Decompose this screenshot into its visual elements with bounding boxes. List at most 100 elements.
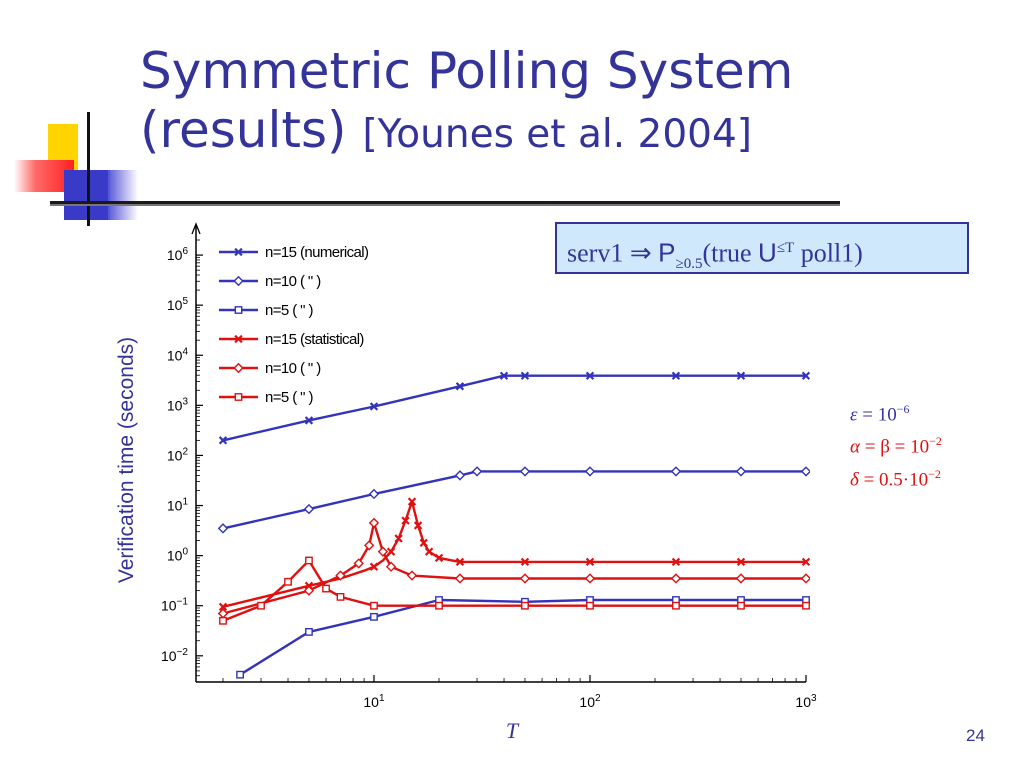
legend-label: n=10 ( " ) bbox=[265, 360, 321, 377]
formula-box: serv1 ⇒ P≥0.5(true U≤T poll1) bbox=[555, 222, 969, 274]
series-numerical-2 bbox=[236, 596, 810, 679]
data-point bbox=[455, 382, 465, 391]
y-tick-label: 101 bbox=[167, 497, 189, 514]
legend-item: n=5 ( " ) bbox=[219, 302, 314, 319]
data-point bbox=[218, 436, 228, 445]
deco-horizontal-rule-shadow bbox=[50, 204, 840, 206]
data-point bbox=[801, 557, 810, 567]
title-line-2: (results) [Younes et al. 2004] bbox=[140, 101, 793, 160]
legend-item: n=5 ( " ) bbox=[219, 389, 314, 406]
series-line bbox=[222, 500, 806, 608]
legend-label: n=10 ( " ) bbox=[265, 273, 321, 290]
data-point bbox=[336, 592, 345, 601]
deco-horizontal-rule bbox=[50, 201, 840, 204]
data-point bbox=[801, 371, 810, 380]
data-point bbox=[454, 470, 466, 481]
data-point bbox=[435, 601, 443, 610]
data-point bbox=[368, 517, 380, 529]
data-point bbox=[233, 275, 244, 287]
data-point bbox=[363, 540, 375, 551]
page-number: 24 bbox=[966, 726, 985, 745]
x-tick-label: 101 bbox=[363, 693, 385, 710]
data-point bbox=[737, 601, 745, 610]
data-point bbox=[735, 466, 747, 477]
data-point bbox=[519, 466, 531, 477]
y-tick-label: 100 bbox=[167, 547, 189, 564]
legend-item: n=15 (statistical) bbox=[219, 331, 365, 348]
legend-item: n=10 ( " ) bbox=[219, 273, 322, 290]
data-point bbox=[585, 371, 595, 380]
data-point bbox=[454, 573, 466, 584]
data-point bbox=[406, 570, 418, 581]
parameters: ε = 10−6 α = β = 10−2 δ = 0.5·10−2 bbox=[850, 396, 942, 493]
data-point bbox=[672, 601, 680, 610]
formula-open: (true bbox=[702, 238, 759, 268]
data-point bbox=[419, 538, 428, 548]
data-point bbox=[736, 557, 746, 567]
data-point bbox=[322, 584, 330, 593]
series-line bbox=[239, 598, 806, 676]
data-point bbox=[305, 556, 313, 565]
data-point bbox=[519, 573, 531, 584]
series-statistical-5 bbox=[219, 556, 810, 625]
data-point bbox=[234, 393, 243, 401]
data-point bbox=[386, 547, 396, 556]
data-point bbox=[424, 547, 434, 556]
data-point bbox=[520, 371, 530, 380]
slide-title: Symmetric Polling System (results) [Youn… bbox=[140, 42, 793, 160]
title-results: (results) bbox=[140, 101, 347, 159]
legend: n=15 (numerical) n=10 ( " ) n=5 ( " ) n=15 … bbox=[219, 244, 370, 406]
data-point bbox=[234, 306, 243, 314]
formula-until-bound: ≤T bbox=[776, 240, 795, 256]
data-point bbox=[671, 371, 681, 380]
data-point bbox=[735, 573, 747, 584]
data-point bbox=[584, 573, 596, 584]
series-line bbox=[222, 374, 806, 442]
y-tick-label: 10−2 bbox=[161, 647, 188, 664]
series-numerical-0 bbox=[218, 371, 810, 445]
formula-prob: P bbox=[658, 237, 676, 268]
data-point bbox=[394, 534, 403, 543]
data-point bbox=[377, 546, 389, 557]
data-point bbox=[499, 371, 509, 380]
data-point bbox=[521, 601, 529, 610]
y-axis-label: Verification time (seconds) bbox=[115, 337, 138, 583]
y-tick-label: 104 bbox=[167, 346, 189, 363]
data-point bbox=[236, 670, 244, 679]
legend-item: n=10 ( " ) bbox=[219, 360, 322, 377]
legend-label: n=5 ( " ) bbox=[265, 389, 313, 406]
deco-vertical-rule bbox=[87, 112, 90, 226]
legend-item: n=15 (numerical) bbox=[219, 244, 370, 261]
data-point bbox=[303, 585, 315, 596]
data-point bbox=[385, 561, 397, 572]
title-citation: [Younes et al. 2004] bbox=[362, 112, 752, 157]
data-point bbox=[670, 573, 682, 584]
x-axis-label: T bbox=[506, 718, 520, 743]
data-point bbox=[434, 553, 444, 563]
data-point bbox=[586, 601, 594, 610]
data-point bbox=[670, 466, 682, 477]
data-point bbox=[234, 334, 243, 344]
y-axis-arrow bbox=[191, 222, 201, 235]
x-tick-label: 103 bbox=[795, 693, 817, 710]
param-alpha-beta: α = β = 10−2 bbox=[850, 434, 942, 458]
data-point bbox=[305, 628, 313, 636]
title-line-1: Symmetric Polling System bbox=[140, 42, 794, 100]
data-point bbox=[736, 371, 746, 380]
data-point bbox=[303, 503, 315, 515]
data-point bbox=[219, 616, 227, 625]
series-numerical-1 bbox=[217, 466, 810, 534]
series-line bbox=[222, 470, 806, 530]
legend-label: n=15 (numerical) bbox=[265, 244, 369, 261]
data-point bbox=[671, 557, 681, 567]
data-point bbox=[369, 562, 379, 571]
data-point bbox=[368, 488, 380, 500]
data-point bbox=[257, 601, 265, 610]
data-point bbox=[401, 516, 410, 525]
y-tick-label: 106 bbox=[167, 246, 189, 263]
data-point bbox=[304, 416, 314, 425]
data-point bbox=[233, 362, 244, 374]
y-tick-label: 10−1 bbox=[161, 597, 188, 614]
data-point bbox=[335, 570, 346, 581]
